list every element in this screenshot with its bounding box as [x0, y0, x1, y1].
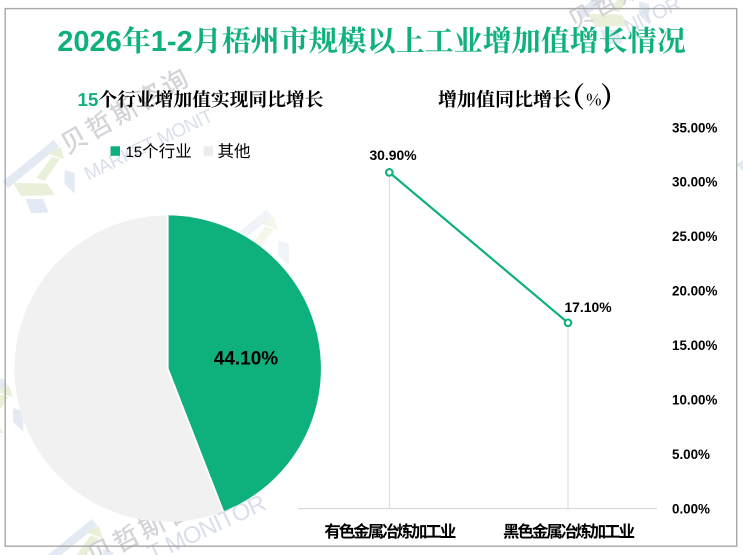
svg-text:30.90%: 30.90%: [369, 147, 416, 163]
svg-text:0.00%: 0.00%: [672, 501, 710, 516]
svg-text:44.10%: 44.10%: [214, 348, 279, 369]
svg-text:5.00%: 5.00%: [672, 447, 710, 462]
svg-text:30.00%: 30.00%: [672, 175, 718, 190]
svg-text:17.10%: 17.10%: [564, 299, 611, 315]
svg-text:25.00%: 25.00%: [672, 229, 718, 244]
svg-text:35.00%: 35.00%: [672, 120, 718, 135]
svg-text:15.00%: 15.00%: [672, 338, 718, 353]
svg-text:10.00%: 10.00%: [672, 392, 718, 407]
svg-text:20.00%: 20.00%: [672, 284, 718, 299]
